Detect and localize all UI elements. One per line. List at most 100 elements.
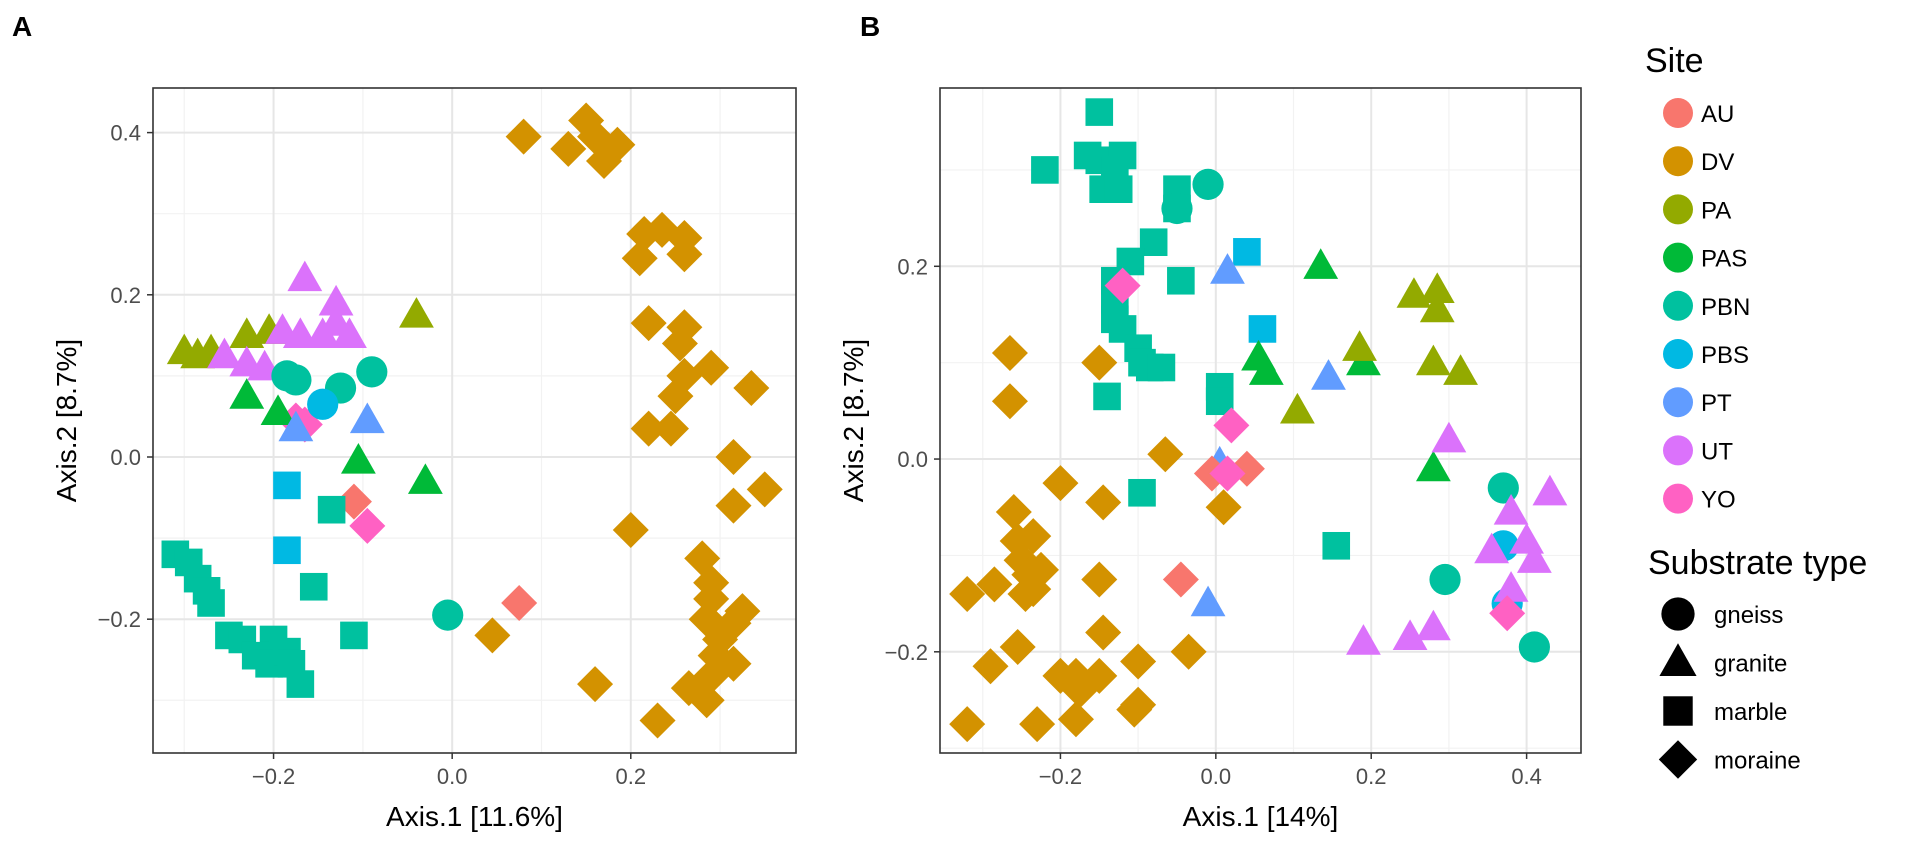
data-point [1392,619,1428,650]
data-point [1532,474,1568,506]
data-point [280,364,312,396]
legend-item-substrate-moraine: moraine [1658,740,1801,779]
panel-letter: B [860,11,880,42]
legend-item-site-yo: YO [1663,483,1736,514]
data-point [1081,561,1118,598]
data-point [1429,563,1461,596]
legend-substrate-label: moraine [1714,748,1801,775]
legend-substrate-label: marble [1714,699,1787,726]
data-point [1213,407,1250,444]
y-axis-title: Axis.2 [8.7%] [838,339,869,502]
data-point [630,410,667,447]
x-tick-label: 0.2 [1356,764,1387,789]
legend-site-label: PA [1701,197,1731,224]
data-point [1205,489,1242,526]
legend-site-label: DV [1701,149,1734,176]
data-point [1192,168,1224,200]
y-tick-label: −0.2 [98,607,141,632]
data-point [1085,98,1114,126]
legend-item-site-dv: DV [1663,146,1734,177]
site-color-swatch [1663,194,1693,225]
data-point [630,305,667,342]
data-point [999,628,1036,665]
data-point [1346,624,1381,655]
data-point [332,317,367,348]
data-point [1019,706,1056,743]
data-point [286,670,315,698]
data-point [305,317,341,348]
panel-b: −0.2 0.0 0.2 0.4 −0.2 0.0 0.2 Axis.1 [14%] Axis.… [838,11,1582,832]
data-point [1190,585,1226,617]
data-point [1233,238,1261,266]
legend-site-label: PBS [1701,342,1749,369]
data-point [260,394,296,425]
data-point [688,682,725,719]
data-point [1007,575,1044,612]
data-point [299,572,328,601]
data-point [229,378,265,409]
site-color-swatch [1663,290,1693,321]
data-point [341,443,376,474]
data-point [746,471,783,508]
data-point [652,410,689,447]
y-tick-label: 0.2 [110,283,141,308]
data-point [287,260,323,292]
data-point [1081,344,1118,381]
legend-site-label: YO [1701,487,1736,514]
site-color-swatch [1663,146,1693,177]
plot-border [939,87,1582,754]
legend-substrate-label: gneiss [1714,602,1783,629]
data-point [599,126,636,163]
data-point [317,495,346,524]
legend-site-label: PBN [1701,294,1750,321]
x-tick-label: 0.2 [615,764,646,789]
site-color-swatch [1663,339,1693,369]
data-point [1085,614,1122,651]
data-point [1093,382,1121,411]
data-point [661,325,698,362]
data-point [1161,192,1193,225]
data-point [999,522,1036,559]
data-point [550,130,587,167]
data-point [1415,344,1451,376]
panel-a: −0.2 0.0 0.2 −0.2 0.0 0.2 0.4 Axis.1 [11.6%] Axi… [12,11,797,832]
plot-border [152,87,797,754]
data-point [1104,175,1133,203]
y-tick-label: −0.2 [885,640,928,665]
data-point [1147,353,1176,382]
data-point [1209,455,1246,492]
y-tick-label: 0.2 [897,254,928,279]
x-axis-title: Axis.1 [11.6%] [386,801,563,832]
y-axis-title: Axis.2 [8.7%] [51,339,82,502]
data-point [1419,272,1455,303]
triangle-icon [1659,643,1697,676]
diamond-icon [1658,740,1698,779]
x-tick-label: −0.2 [1039,764,1082,789]
site-color-swatch [1663,387,1693,418]
data-point [639,702,676,739]
data-point [1085,484,1122,521]
data-point [577,666,614,703]
data-point [356,356,388,388]
data-point [1147,436,1184,473]
square-icon [1663,696,1693,726]
legend-item-substrate-gneiss: gneiss [1661,597,1783,631]
x-tick-label: −0.2 [252,764,295,789]
data-point [1342,330,1377,361]
data-point [733,370,770,407]
site-color-swatch [1663,98,1693,128]
data-point [1303,248,1339,279]
data-point [1431,421,1467,453]
data-point [1015,518,1052,555]
data-point [1311,359,1346,390]
x-tick-label: 0.0 [1201,764,1232,789]
legend-item-site-au: AU [1663,98,1734,128]
data-point [207,337,242,369]
data-point [505,118,542,155]
data-point [1489,595,1526,632]
data-point [1057,701,1094,738]
data-point [278,410,314,442]
data-point [1487,472,1519,504]
data-point [1322,531,1351,560]
